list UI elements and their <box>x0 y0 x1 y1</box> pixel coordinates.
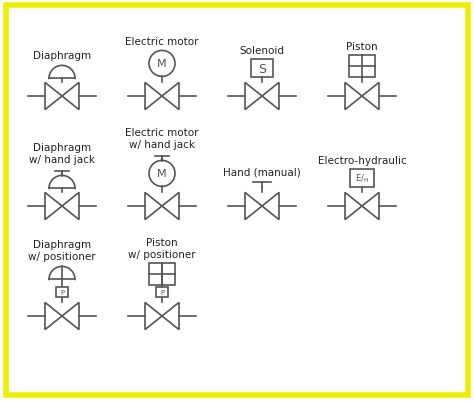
Text: Diaphragm
w/ hand jack: Diaphragm w/ hand jack <box>29 143 95 165</box>
Text: Electric motor
w/ hand jack: Electric motor w/ hand jack <box>125 128 199 150</box>
Bar <box>149 264 175 286</box>
Text: S: S <box>258 63 266 76</box>
Text: Electro-hydraulic: Electro-hydraulic <box>318 156 406 166</box>
Text: $\mathsf{E/_{H}}$: $\mathsf{E/_{H}}$ <box>355 172 369 184</box>
Bar <box>251 60 273 78</box>
Text: Solenoid: Solenoid <box>239 46 284 56</box>
Bar <box>349 56 375 78</box>
Bar <box>350 170 374 188</box>
Text: M: M <box>157 59 167 69</box>
Text: M: M <box>157 169 167 179</box>
Text: Electric motor: Electric motor <box>125 37 199 47</box>
Text: Hand (manual): Hand (manual) <box>223 167 301 177</box>
Text: P: P <box>160 290 164 296</box>
Text: Diaphragm
w/ positioner: Diaphragm w/ positioner <box>28 239 96 262</box>
Text: Piston: Piston <box>346 42 378 52</box>
Bar <box>156 288 168 298</box>
Bar <box>56 288 68 298</box>
Text: Piston
w/ positioner: Piston w/ positioner <box>128 237 196 260</box>
Text: P: P <box>60 290 64 296</box>
Text: Diaphragm: Diaphragm <box>33 51 91 61</box>
